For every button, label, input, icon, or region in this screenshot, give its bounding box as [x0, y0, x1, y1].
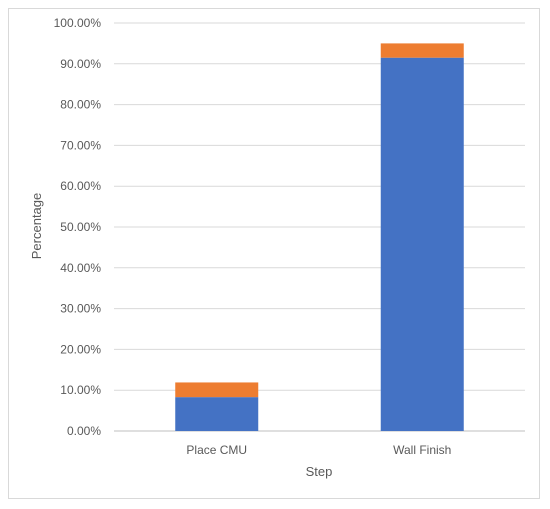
x-tick-label: Wall Finish — [393, 443, 451, 457]
bar-segment-series2 — [175, 382, 259, 398]
y-tick-label: 20.00% — [60, 342, 101, 356]
y-tick-label: 50.00% — [60, 220, 101, 234]
y-axis-title: Percentage — [29, 193, 44, 260]
y-tick-labels: 0.00% 10.00% 20.00% 30.00% 40.00% 50.00% 60.00… — [54, 16, 102, 438]
y-tick-label: 100.00% — [54, 16, 102, 30]
x-axis-title: Step — [306, 464, 333, 479]
x-tick-label: Place CMU — [186, 443, 247, 457]
y-tick-label: 10.00% — [60, 383, 101, 397]
y-tick-label: 80.00% — [60, 98, 101, 112]
y-tick-label: 90.00% — [60, 57, 101, 71]
bar-segment-series2 — [380, 43, 464, 58]
y-tick-label: 0.00% — [67, 424, 101, 438]
x-tick-labels: Place CMU Wall Finish — [186, 443, 451, 457]
bar-segment-series1 — [380, 57, 464, 432]
y-tick-label: 70.00% — [60, 138, 101, 152]
bar-segment-series1 — [175, 397, 259, 431]
y-tick-label: 40.00% — [60, 261, 101, 275]
y-tick-label: 30.00% — [60, 302, 101, 316]
bars — [175, 43, 464, 432]
y-tick-label: 60.00% — [60, 179, 101, 193]
